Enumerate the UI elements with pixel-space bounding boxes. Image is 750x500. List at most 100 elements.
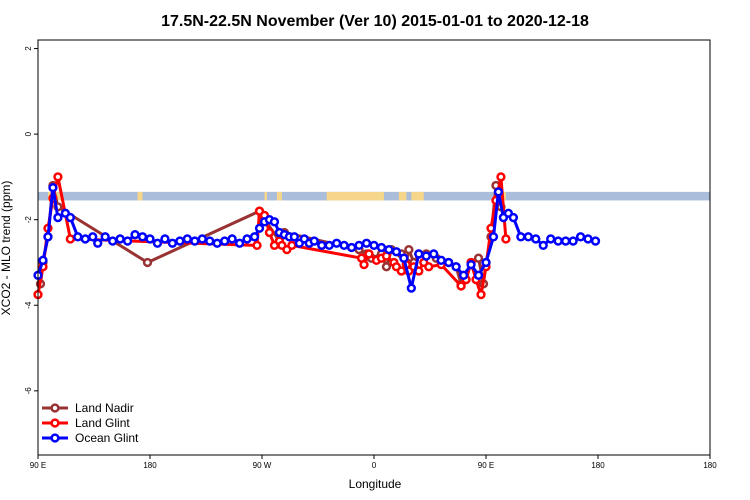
data-point [376,242,387,253]
data-point [364,249,374,259]
data-point [361,238,372,248]
legend-item: Land Nadir [42,401,134,415]
data-point [65,212,76,223]
x-tick-label: 180 [703,461,717,470]
data-point [590,236,601,246]
x-tick-label: 90 E [478,461,494,470]
data-point [516,232,526,242]
data-point [473,253,484,263]
data-point [553,236,563,246]
data-point [444,257,454,268]
data-point [414,249,424,259]
data-point [43,232,53,242]
data-point [287,240,297,251]
data-point [523,232,533,242]
data-point [152,238,163,248]
legend-marker [50,418,60,428]
y-tick-label: 0 [24,131,33,136]
data-point [404,244,414,255]
data-point [212,238,222,248]
data-point [38,255,48,265]
data-point [115,234,125,244]
data-point [583,234,593,244]
data-point [381,262,392,272]
x-axis: 90 E 180 90 W 0 90 E 180 180 [30,455,717,470]
data-point [456,281,466,291]
land-mask-band [38,191,710,201]
data-point [324,240,334,251]
data-point [309,236,319,246]
data-point [122,236,133,246]
data-point [73,232,83,242]
data-point [242,234,252,244]
land-segment [326,191,384,201]
land-segment [276,191,282,201]
series-ocean-glint [33,182,601,293]
data-point [575,232,586,242]
data-point [436,255,446,265]
data-point [508,212,519,223]
data-point [234,238,245,248]
data-point [317,240,327,251]
y-tick-label: -2 [24,216,33,224]
data-point [429,249,439,259]
data-point [451,262,461,272]
data-point [396,266,407,276]
data-point [93,238,103,248]
data-point [332,238,342,248]
data-point [220,236,230,246]
x-axis-label: Longitude [349,477,402,491]
data-point [339,240,349,251]
land-segment [411,191,424,201]
data-point [493,187,504,197]
legend-item: Ocean Glint [42,431,139,445]
land-segment [264,191,267,201]
legend-label: Ocean Glint [75,431,139,445]
chart-title: 17.5N-22.5N November (Ver 10) 2015-01-01… [161,13,589,30]
land-segment [137,191,143,201]
data-point [560,236,571,246]
legend-label: Land Glint [75,416,130,430]
legend-item: Land Glint [42,416,130,430]
data-point [346,242,357,253]
data-point [399,253,409,263]
data-point [53,212,63,223]
data-point [88,232,98,242]
data-point [254,223,265,233]
y-axis: 2 0 -2 -4 -6 [24,46,38,395]
data-point [538,240,548,251]
data-point [421,251,431,261]
data-point [80,234,90,244]
data-point [531,234,541,244]
data-point [53,172,63,182]
data-point [473,270,484,280]
data-point [167,238,178,248]
y-axis-label: XCO2 - MLO trend (ppm) [0,181,13,316]
land-segment [398,191,407,201]
data-point [458,270,469,280]
land-segment [495,191,506,201]
data-point [182,234,192,244]
data-point [466,259,476,270]
legend-marker [50,403,60,413]
x-tick-label: 180 [143,461,157,470]
y-tick-label: 2 [24,46,33,51]
data-point [359,259,369,270]
data-point [65,234,76,244]
data-point [205,236,215,246]
data-point [481,257,491,268]
data-point [48,182,58,193]
data-point [249,232,260,242]
series-layer [33,172,601,300]
legend-label: Land Nadir [75,401,134,415]
data-point [369,240,379,251]
data-point [546,234,556,244]
data-point [488,232,499,242]
data-point [568,236,578,246]
y-tick-label: -6 [24,387,33,395]
data-point [496,172,506,182]
x-tick-label: 90 W [253,461,272,470]
data-point [354,240,364,251]
